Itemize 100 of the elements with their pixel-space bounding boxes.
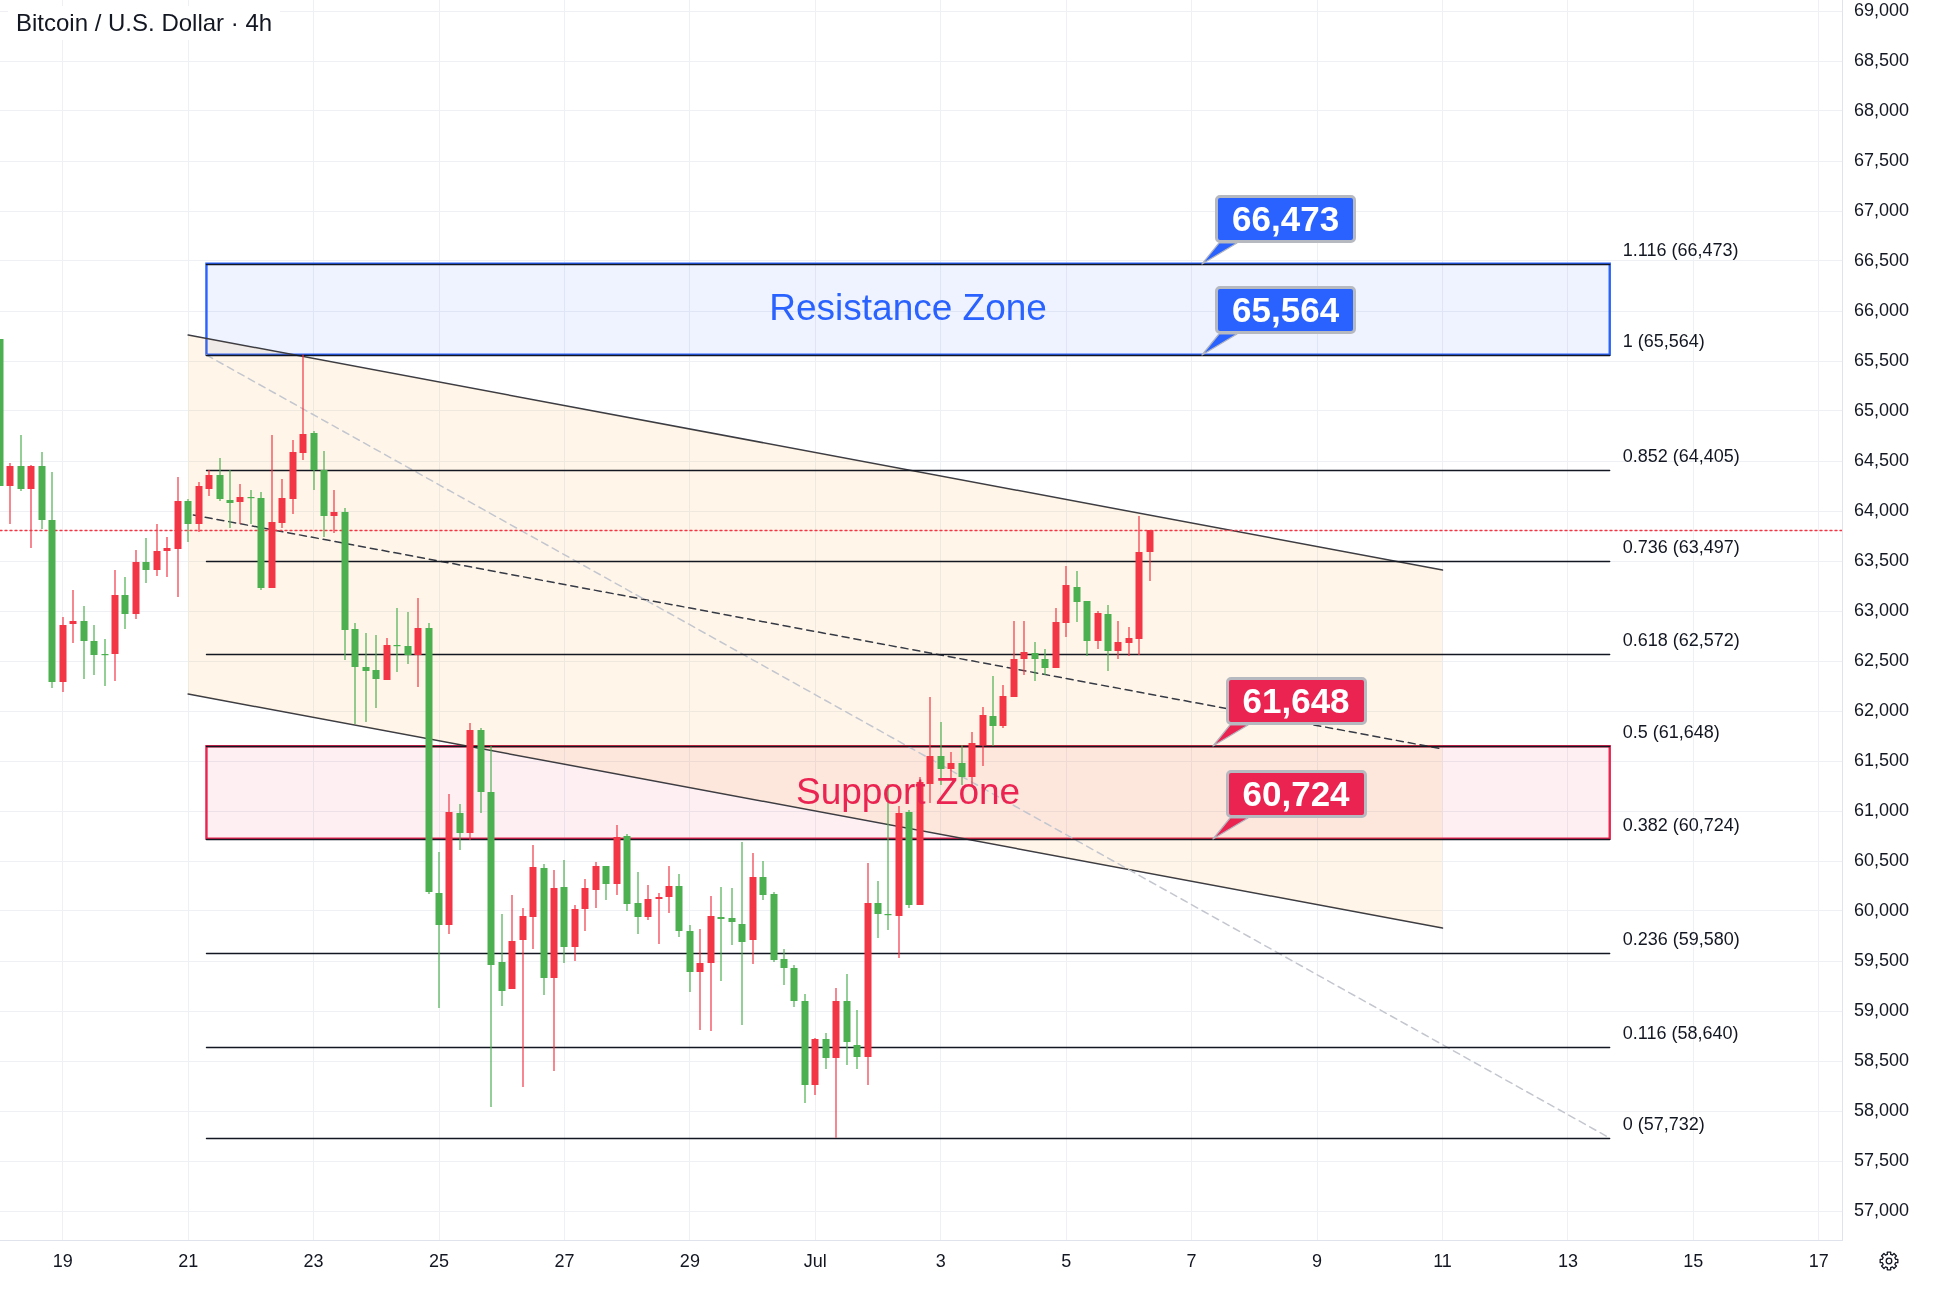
series-label: 0.618 (62,572) — [1622, 629, 1740, 650]
series-label: 0 (57,732) — [1622, 1113, 1705, 1134]
candlestick — [80, 606, 88, 679]
y-tick-label: 60,000 — [1854, 899, 1910, 920]
candlestick — [717, 887, 725, 981]
candlestick — [90, 625, 98, 675]
y-tick-label: 62,500 — [1854, 649, 1910, 670]
y-tick-label: 57,000 — [1854, 1199, 1910, 1220]
x-tick-label: 11 — [1433, 1250, 1452, 1271]
candlestick — [1031, 642, 1039, 681]
y-tick-label: 63,000 — [1854, 599, 1910, 620]
y-tick-label: 67,000 — [1854, 199, 1910, 220]
candlestick — [142, 538, 150, 583]
annotation: 61,648 — [1225, 677, 1367, 726]
y-tick-label: 58,000 — [1854, 1099, 1910, 1120]
candlestick — [1114, 621, 1122, 659]
x-tick-label: 29 — [679, 1250, 700, 1271]
candlestick — [299, 354, 307, 460]
band-label: Resistance Zone — [769, 287, 1047, 329]
candlestick — [707, 896, 715, 1031]
candlestick — [226, 470, 234, 528]
x-tick-label: 27 — [554, 1250, 575, 1271]
y-tick-label: 64,000 — [1854, 499, 1910, 520]
candlestick — [655, 893, 663, 944]
x-tick-label: 3 — [935, 1250, 946, 1271]
candlestick — [519, 908, 527, 1087]
candlestick — [1125, 627, 1133, 656]
y-tick-label: 61,000 — [1854, 799, 1910, 820]
y-tick-label: 65,500 — [1854, 349, 1910, 370]
x-tick-label: 21 — [178, 1250, 199, 1271]
y-tick-label: 69,000 — [1854, 0, 1910, 20]
candlestick — [738, 842, 746, 1025]
y-tick-label: 60,500 — [1854, 849, 1910, 870]
candlestick — [404, 612, 412, 664]
y-tick-label: 59,500 — [1854, 949, 1910, 970]
x-tick-label: 23 — [303, 1250, 324, 1271]
series-label: 1.116 (66,473) — [1622, 239, 1739, 260]
x-tick-label: 5 — [1061, 1250, 1072, 1271]
candlestick — [696, 929, 704, 1030]
candlestick — [1073, 571, 1081, 622]
x-tick-label: 17 — [1808, 1250, 1829, 1271]
x-tick-label: 7 — [1186, 1250, 1197, 1271]
candlestick — [456, 804, 464, 850]
x-tick-label: 25 — [429, 1250, 450, 1271]
x-tick-label: Jul — [803, 1250, 827, 1271]
annotation: 65,564 — [1215, 285, 1357, 334]
y-tick-label: 68,000 — [1854, 99, 1910, 120]
candlestick — [989, 676, 997, 746]
series-label: 0.852 (64,405) — [1622, 446, 1740, 467]
y-tick-label: 57,500 — [1854, 1149, 1910, 1170]
x-tick-label: 9 — [1312, 1250, 1323, 1271]
series-label: 0.5 (61,648) — [1622, 722, 1720, 743]
x-tick-label: 15 — [1683, 1250, 1704, 1271]
candlestick — [351, 623, 359, 724]
candlestick — [832, 988, 840, 1138]
candlestick — [843, 974, 851, 1065]
candlestick — [6, 463, 14, 524]
y-tick-label: 68,500 — [1854, 49, 1910, 70]
candlestick — [236, 484, 244, 524]
candlestick — [853, 1010, 861, 1069]
candlestick — [1041, 649, 1049, 675]
y-tick-label: 66,500 — [1854, 249, 1910, 270]
candlestick — [1020, 621, 1028, 675]
candlestick — [665, 866, 673, 913]
x-tick-label: 19 — [52, 1250, 73, 1271]
candlestick — [550, 870, 558, 1071]
y-tick-label: 65,000 — [1854, 399, 1910, 420]
series-label: 0.736 (63,497) — [1622, 537, 1740, 558]
candlestick — [728, 888, 736, 945]
candlestick — [121, 577, 129, 629]
candlestick — [874, 881, 882, 938]
candlestick — [926, 697, 934, 803]
annotation: 66,473 — [1215, 194, 1357, 243]
candlestick — [780, 949, 788, 985]
candlestick — [69, 590, 77, 643]
candlestick — [634, 872, 642, 934]
series-label: 0.236 (59,580) — [1622, 928, 1740, 949]
candlestick — [372, 635, 380, 708]
y-tick-label: 66,000 — [1854, 299, 1910, 320]
y-tick-label: 59,000 — [1854, 999, 1910, 1020]
series-label: 0.116 (58,640) — [1622, 1022, 1739, 1043]
y-tick-label: 64,500 — [1854, 449, 1910, 470]
x-tick-label: 13 — [1557, 1250, 1578, 1271]
series-label: 0.382 (60,724) — [1622, 814, 1740, 835]
candlestick — [17, 435, 25, 491]
y-tick-label: 67,500 — [1854, 149, 1910, 170]
y-tick-label: 61,500 — [1854, 749, 1910, 770]
candlestick — [414, 598, 422, 687]
candlestick — [163, 537, 171, 577]
candlestick — [947, 752, 955, 779]
candlestick — [581, 879, 589, 931]
series-label: 1 (65,564) — [1622, 330, 1705, 351]
y-tick-label: 62,000 — [1854, 699, 1910, 720]
candlestick — [362, 633, 370, 722]
annotation: 60,724 — [1225, 769, 1367, 818]
candlestick — [435, 852, 443, 1008]
y-tick-label: 63,500 — [1854, 549, 1910, 570]
chart-title: Bitcoin / U.S. Dollar · 4h — [8, 6, 281, 40]
candlestick — [498, 914, 506, 1006]
y-tick-label: 58,500 — [1854, 1049, 1910, 1070]
